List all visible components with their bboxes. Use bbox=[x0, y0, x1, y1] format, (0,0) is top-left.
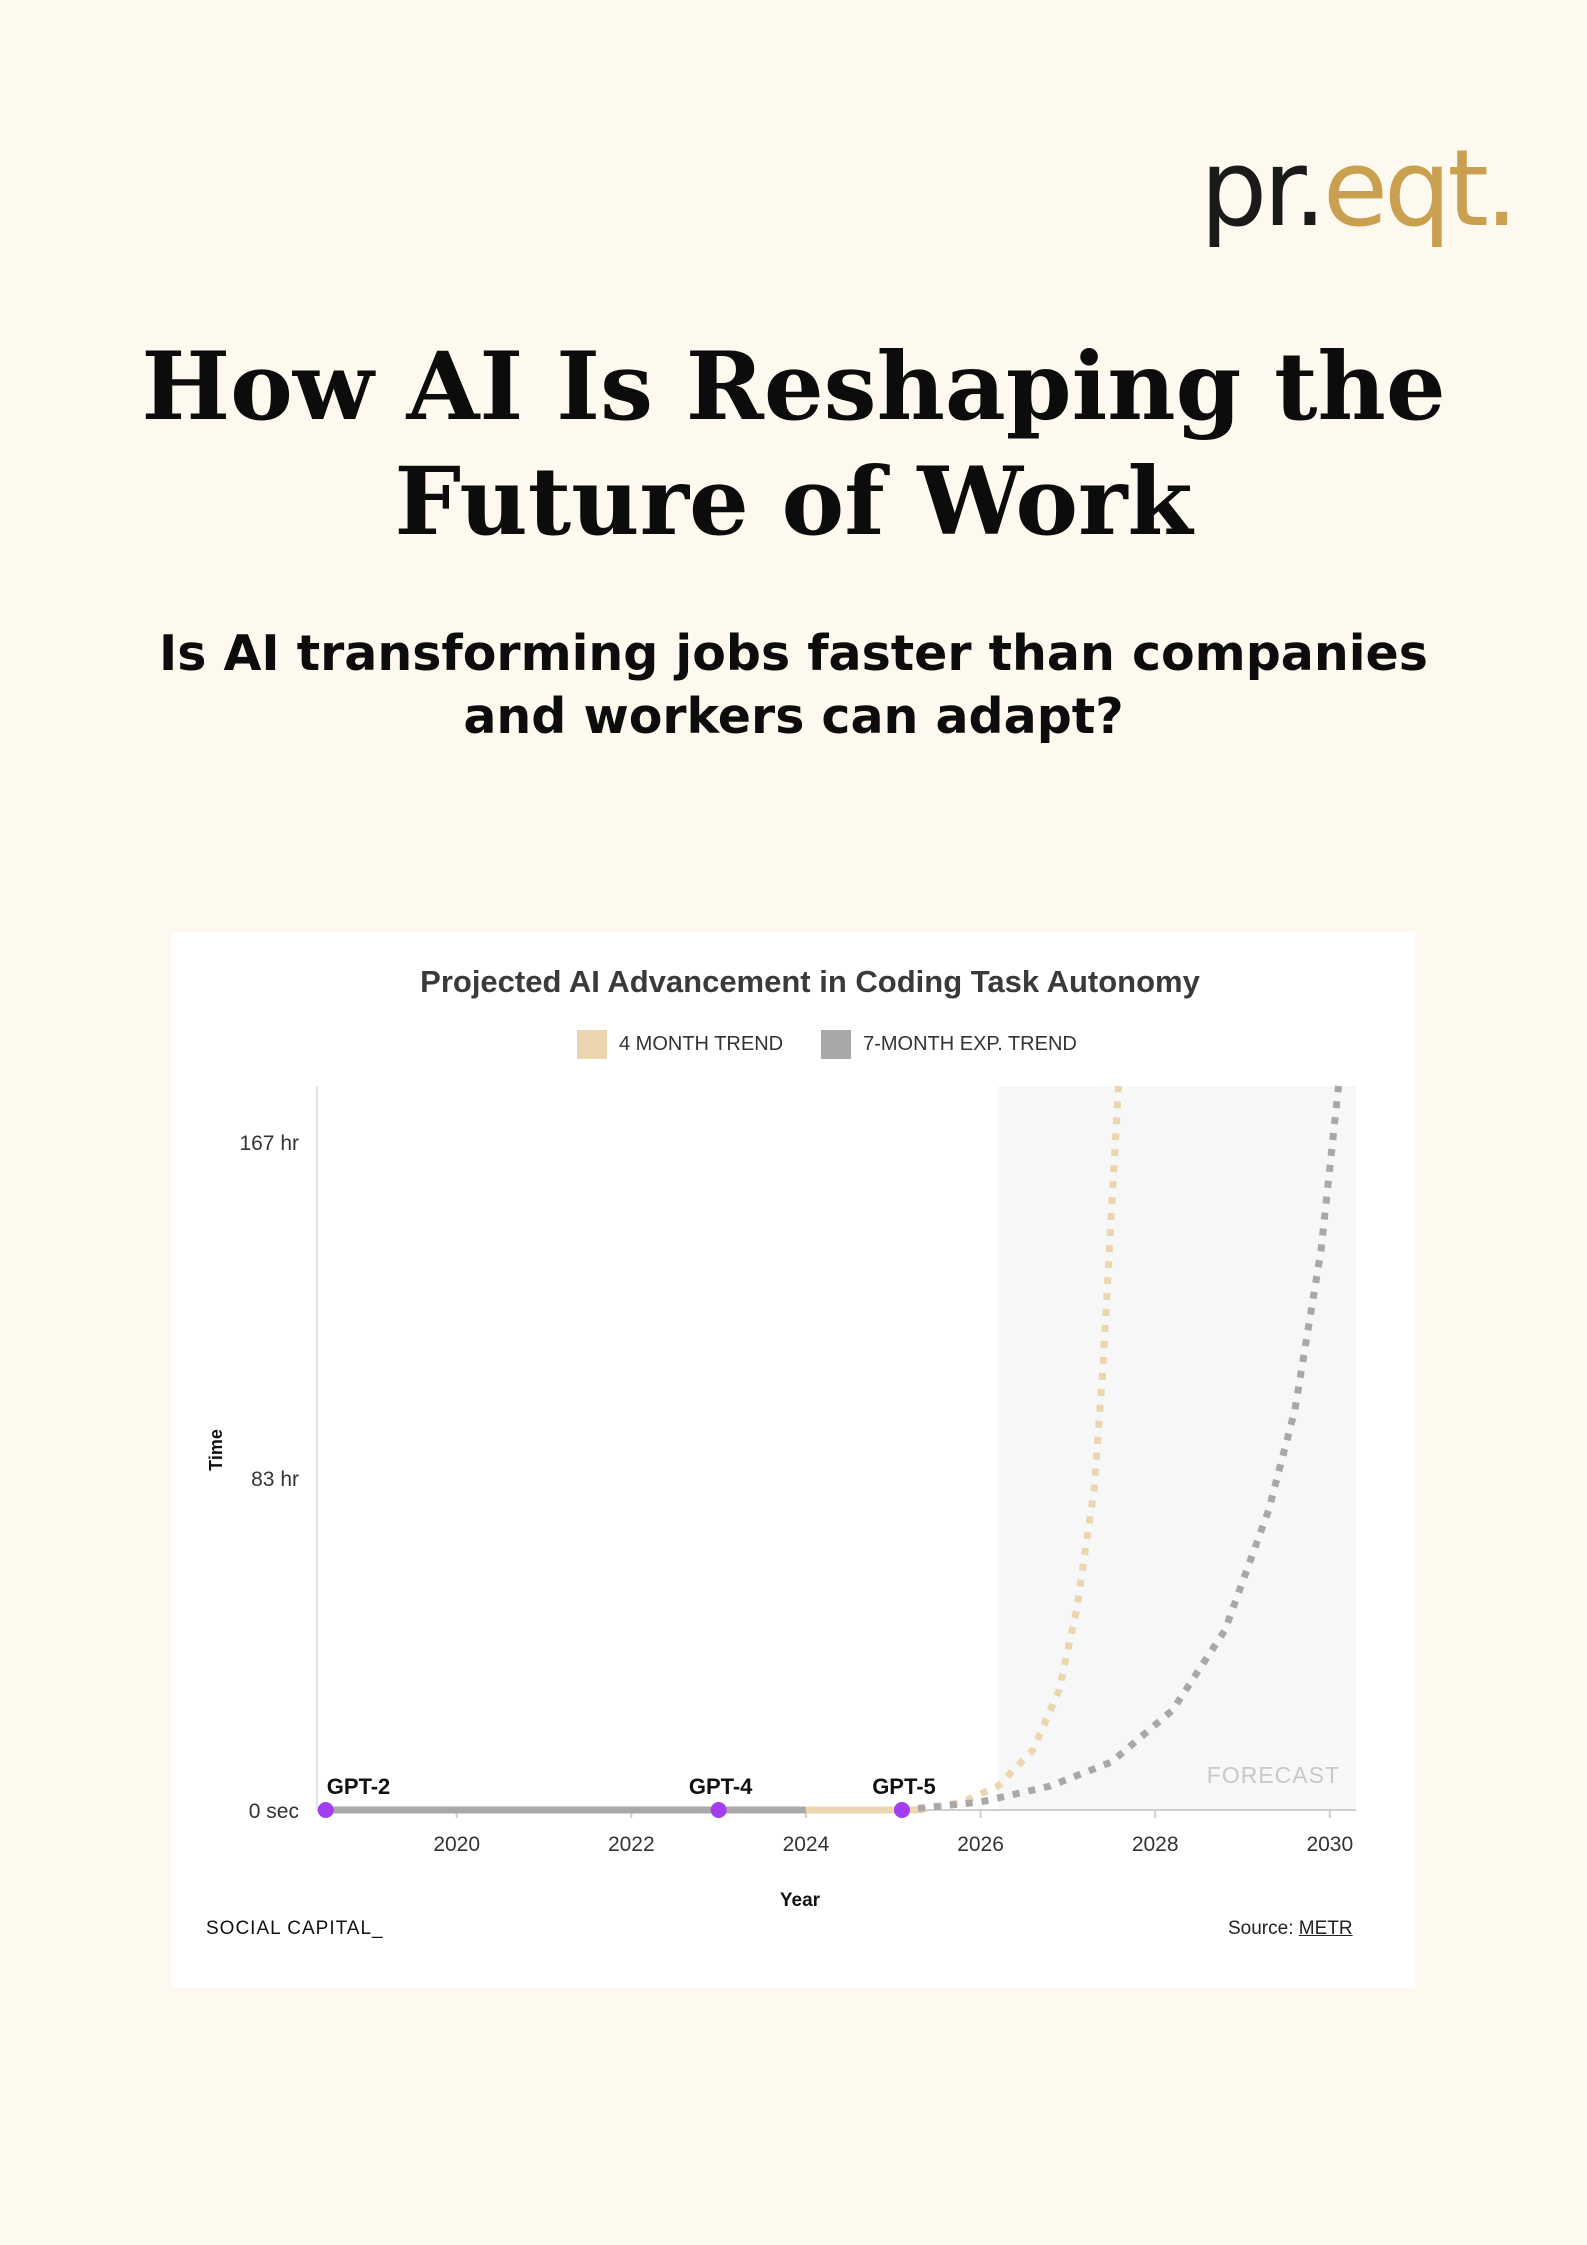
legend-label-4-month: 4 MONTH TREND bbox=[619, 1032, 784, 1055]
source-credit: Source: METR bbox=[1228, 1918, 1353, 1940]
chart-title: Projected AI Advancement in Coding Task … bbox=[420, 964, 1200, 999]
legend-swatch-4-month bbox=[577, 1029, 607, 1059]
source-prefix: Source: bbox=[1228, 1918, 1299, 1939]
logo-part-gold: eqt. bbox=[1322, 127, 1519, 250]
logo-part-dark: pr. bbox=[1200, 127, 1327, 250]
source-link[interactable]: METR bbox=[1298, 1918, 1353, 1939]
page-title: How AI Is Reshaping the Future of Work bbox=[141, 332, 1446, 557]
legend-item-7-month: 7-MONTH EXP. TREND bbox=[821, 1029, 1077, 1059]
chart-legend: 4 MONTH TREND 7-MONTH EXP. TREND bbox=[577, 1028, 1115, 1060]
brand-logo: pr.eqt. bbox=[1200, 136, 1519, 242]
page-subtitle: Is AI transforming jobs faster than comp… bbox=[159, 625, 1428, 745]
legend-item-4-month: 4 MONTH TREND bbox=[577, 1029, 784, 1059]
legend-swatch-7-month bbox=[821, 1029, 852, 1059]
brand-credit: SOCIAL CAPITAL_ bbox=[206, 1918, 384, 1939]
legend-label-7-month: 7-MONTH EXP. TREND bbox=[863, 1032, 1077, 1055]
chart-card bbox=[171, 932, 1415, 1988]
